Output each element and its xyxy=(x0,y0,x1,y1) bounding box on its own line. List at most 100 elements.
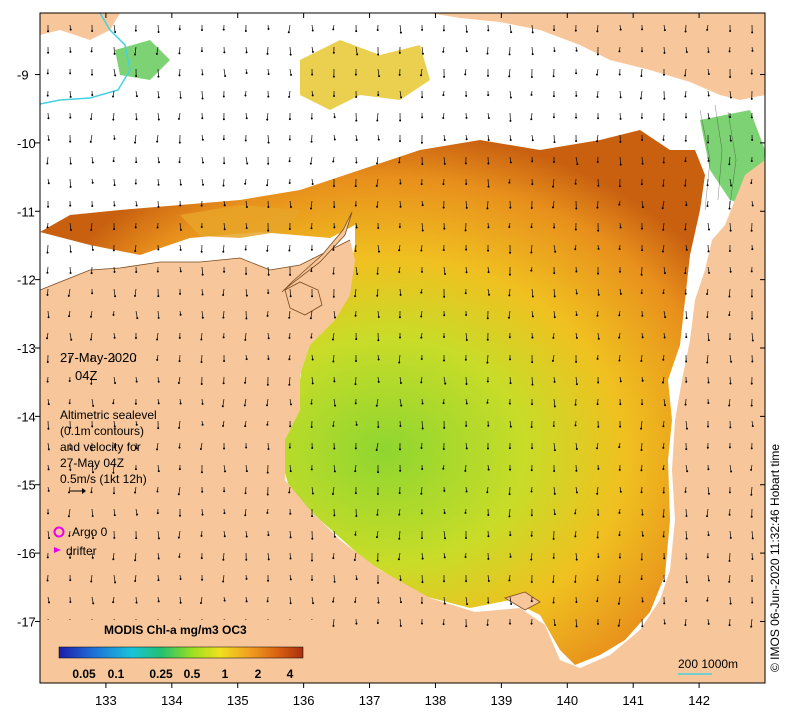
velocity-arrowhead xyxy=(244,139,247,142)
velocity-arrowhead xyxy=(69,468,72,471)
velocity-arrowhead xyxy=(68,491,71,494)
velocity-arrowhead xyxy=(596,600,599,603)
velocity-arrow xyxy=(465,200,468,208)
velocity-arrowhead xyxy=(179,292,182,295)
colorbar-tick-label: 4 xyxy=(287,667,294,681)
velocity-arrow xyxy=(134,552,137,561)
velocity-arrowhead xyxy=(47,512,50,515)
velocity-arrowhead xyxy=(178,74,181,77)
velocity-arrowhead xyxy=(156,270,159,273)
velocity-arrow xyxy=(399,398,402,406)
velocity-arrowhead xyxy=(375,184,378,187)
velocity-arrowhead xyxy=(575,360,578,363)
velocity-arrowhead xyxy=(530,75,533,78)
velocity-arrow xyxy=(156,46,159,54)
velocity-arrowhead xyxy=(113,204,116,207)
velocity-arrowhead xyxy=(311,29,314,32)
velocity-arrowhead xyxy=(707,73,710,76)
velocity-arrowhead xyxy=(354,314,357,317)
velocity-arrowhead xyxy=(641,336,644,339)
velocity-arrowhead xyxy=(530,600,533,603)
velocity-arrowhead xyxy=(619,490,622,493)
velocity-arrowhead xyxy=(464,229,467,232)
velocity-arrow xyxy=(200,596,203,604)
coast-arnhem xyxy=(40,239,351,291)
velocity-arrowhead xyxy=(619,140,622,143)
velocity-arrow xyxy=(157,24,159,33)
velocity-arrowhead xyxy=(464,292,467,295)
velocity-arrowhead xyxy=(156,338,159,341)
velocity-arrowhead xyxy=(288,383,291,386)
contour-line xyxy=(714,104,723,201)
contour-line xyxy=(727,111,737,206)
velocity-arrowhead xyxy=(618,185,621,188)
velocity-arrow xyxy=(134,244,137,251)
velocity-arrow xyxy=(618,618,621,626)
velocity-arrowhead xyxy=(486,207,489,210)
velocity-arrow xyxy=(223,464,226,472)
velocity-arrow xyxy=(157,310,159,318)
velocity-arrowhead xyxy=(135,74,138,77)
velocity-arrowhead xyxy=(729,602,732,605)
velocity-arrowhead xyxy=(708,117,711,120)
velocity-arrowhead xyxy=(222,184,225,187)
velocity-arrowhead xyxy=(531,53,534,56)
velocity-arrowhead xyxy=(179,270,182,273)
velocity-arrowhead xyxy=(156,448,159,451)
velocity-arrowhead xyxy=(465,338,468,341)
velocity-arrowhead xyxy=(442,94,445,97)
velocity-arrow xyxy=(531,288,534,297)
velocity-arrow xyxy=(223,222,226,230)
velocity-arrowhead xyxy=(530,490,533,493)
velocity-arrow xyxy=(487,574,490,582)
velocity-arrowhead xyxy=(135,447,138,450)
velocity-arrowhead xyxy=(245,294,248,297)
velocity-arrowhead xyxy=(728,295,731,298)
velocity-arrowhead xyxy=(465,271,468,274)
velocity-arrowhead xyxy=(618,336,621,339)
velocity-arrowhead xyxy=(596,53,599,56)
velocity-arrowhead xyxy=(376,272,379,275)
velocity-arrowhead xyxy=(553,449,556,452)
velocity-arrowhead xyxy=(112,249,115,252)
colorbar-tick-label: 0.25 xyxy=(149,667,173,681)
velocity-arrowhead xyxy=(487,601,490,604)
description-line: 27-May 04Z xyxy=(60,456,124,470)
velocity-arrowhead xyxy=(552,537,555,540)
velocity-arrowhead xyxy=(685,557,688,560)
velocity-arrow xyxy=(465,596,468,605)
velocity-arrowhead xyxy=(728,513,731,516)
velocity-arrowhead xyxy=(597,555,600,558)
velocity-arrowhead xyxy=(509,534,512,537)
velocity-arrowhead xyxy=(444,537,447,540)
velocity-arrowhead xyxy=(46,380,49,383)
velocity-arrowhead xyxy=(464,511,467,514)
velocity-arrowhead xyxy=(641,314,644,317)
velocity-arrowhead xyxy=(509,251,512,254)
chlorophyll-patch-west xyxy=(180,205,300,238)
velocity-arrow xyxy=(663,266,666,274)
velocity-arrow xyxy=(398,530,401,539)
velocity-arrowhead xyxy=(641,379,644,382)
velocity-arrow xyxy=(707,486,710,494)
velocity-arrowhead xyxy=(333,447,336,450)
velocity-arrowhead xyxy=(552,556,555,559)
velocity-arrowhead xyxy=(662,515,665,518)
longitude-tick-label: 140 xyxy=(556,693,578,708)
velocity-arrowhead xyxy=(331,492,334,495)
velocity-arrowhead xyxy=(728,491,731,494)
velocity-arrowhead xyxy=(202,183,205,186)
velocity-arrowhead xyxy=(662,73,665,76)
velocity-arrowhead xyxy=(662,161,665,164)
velocity-arrowhead xyxy=(399,119,402,122)
velocity-arrowhead xyxy=(199,602,202,605)
velocity-arrow xyxy=(619,156,622,165)
velocity-arrowhead xyxy=(67,294,70,297)
velocity-arrowhead xyxy=(443,556,446,559)
velocity-arrowhead xyxy=(354,295,357,298)
velocity-arrowhead xyxy=(288,228,291,231)
velocity-arrowhead xyxy=(596,622,599,625)
velocity-arrowhead xyxy=(333,514,336,517)
velocity-arrow xyxy=(641,200,644,208)
